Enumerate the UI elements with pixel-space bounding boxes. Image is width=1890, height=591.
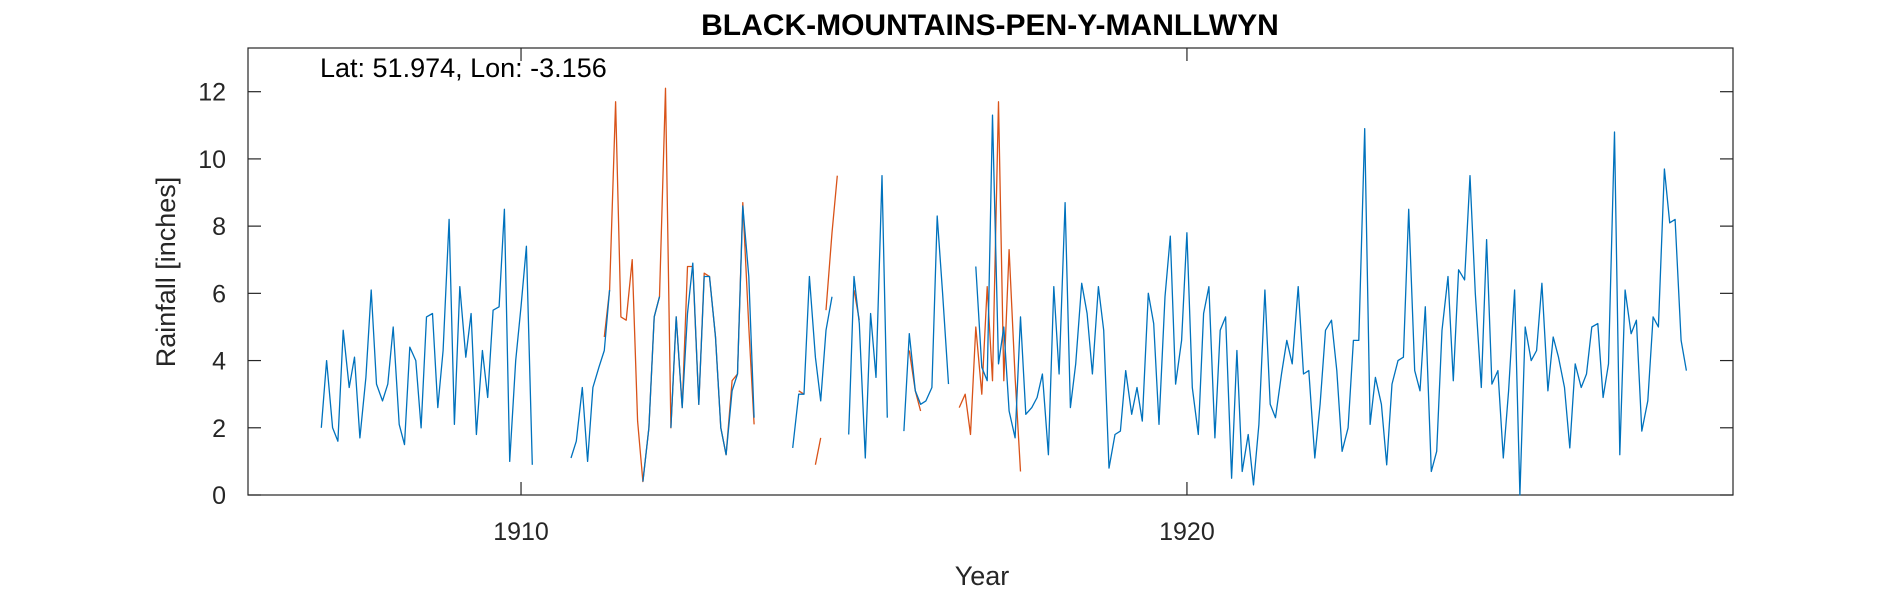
series-group <box>320 87 1688 496</box>
y-tick-label: 12 <box>198 79 226 107</box>
y-tick-label: 6 <box>212 280 226 308</box>
x-tick-label: 1920 <box>1159 518 1215 546</box>
y-tick-label: 2 <box>212 415 226 443</box>
x-axis-ticks: 1910 1920 <box>493 48 1215 546</box>
chart-title: BLACK-MOUNTAINS-PEN-Y-MANLLWYN <box>701 9 1279 42</box>
y-tick-label: 10 <box>198 146 226 174</box>
series-1-line <box>320 114 1688 496</box>
y-axis-label: Rainfall [inches] <box>151 177 181 368</box>
plot-area <box>247 47 1734 496</box>
y-axis-ticks: 0 2 4 6 8 10 12 <box>198 79 1733 510</box>
y-tick-label: 4 <box>212 348 226 376</box>
y-tick-label: 8 <box>212 213 226 241</box>
x-axis-label: Year <box>955 561 1010 591</box>
location-annotation: Lat: 51.974, Lon: -3.156 <box>320 53 607 83</box>
y-tick-label: 0 <box>212 482 226 510</box>
x-tick-label: 1910 <box>493 518 549 546</box>
